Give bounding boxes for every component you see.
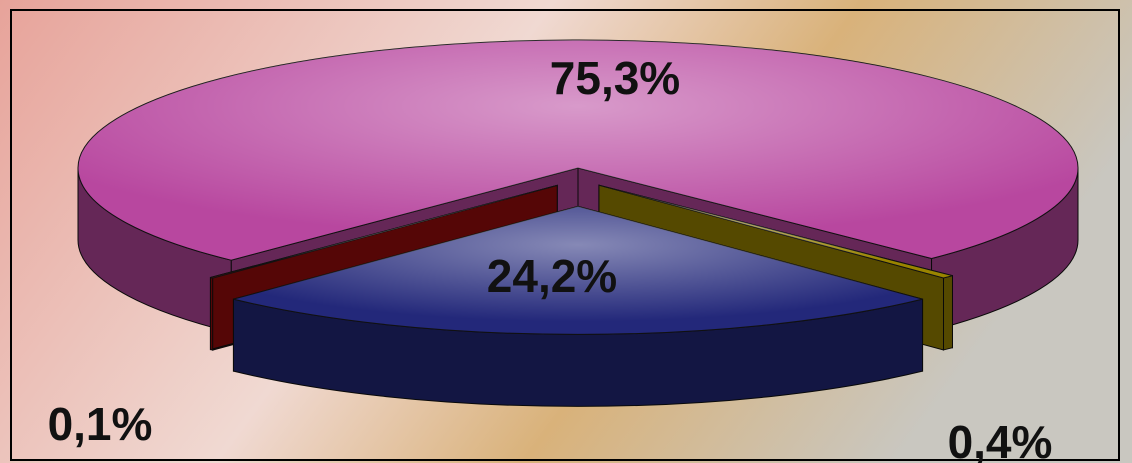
data-label: 0,1% bbox=[48, 398, 153, 450]
data-label: 0,4% bbox=[948, 416, 1053, 463]
data-label: 75,3% bbox=[550, 52, 680, 104]
slice-side-wall bbox=[210, 278, 212, 351]
data-label: 24,2% bbox=[487, 250, 617, 302]
chart: 75,3% 24,2% 0,1% 0,4% bbox=[0, 0, 1132, 463]
slice-side-wall bbox=[944, 276, 953, 350]
